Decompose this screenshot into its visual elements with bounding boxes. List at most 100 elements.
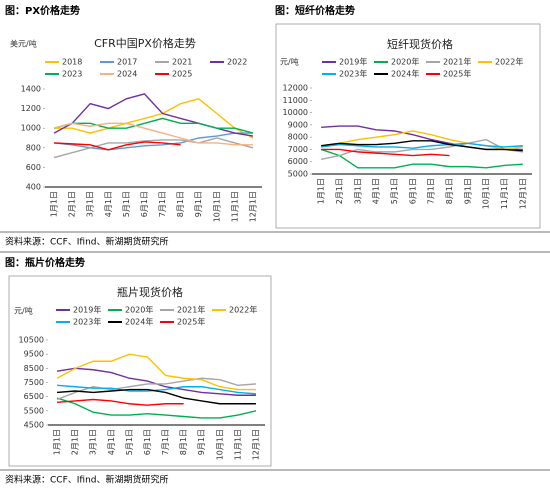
legend-label: 2025 bbox=[172, 70, 192, 79]
axis-label: 元/吨 bbox=[14, 306, 33, 316]
series-line bbox=[53, 132, 253, 151]
y-tick-label: 10000 bbox=[283, 108, 308, 117]
x-tick-label: 2月1日 bbox=[71, 429, 80, 455]
y-tick-label: 5500 bbox=[24, 406, 44, 415]
legend-label: 2022 bbox=[227, 58, 247, 67]
x-tick-label: 11月1日 bbox=[230, 191, 239, 222]
x-tick-label: 4月1日 bbox=[104, 191, 113, 217]
x-tick-label: 11月1日 bbox=[500, 178, 509, 209]
x-tick-label: 10月1日 bbox=[482, 178, 491, 209]
y-tick-label: 10500 bbox=[19, 336, 44, 345]
x-tick-label: 5月1日 bbox=[390, 178, 399, 204]
x-tick-label: 1月1日 bbox=[53, 429, 62, 455]
y-tick-label: 400 bbox=[26, 183, 41, 192]
x-tick-label: 7月1日 bbox=[427, 178, 436, 204]
caption: 图：短纤价格走势 bbox=[275, 4, 355, 17]
legend-label: 2021年 bbox=[443, 57, 471, 67]
x-tick-label: 9月1日 bbox=[463, 178, 472, 204]
x-tick-label: 12月1日 bbox=[518, 178, 527, 209]
panel-frame bbox=[275, 23, 541, 229]
x-tick-label: 8月1日 bbox=[445, 178, 454, 204]
legend-label: 2022年 bbox=[229, 305, 257, 315]
caption: 图：瓶片价格走势 bbox=[5, 256, 85, 269]
x-tick-label: 6月1日 bbox=[143, 429, 152, 455]
chart-title: 短纤现货价格 bbox=[387, 37, 453, 51]
legend-label: 2018 bbox=[62, 58, 82, 67]
legend-label: 2022年 bbox=[495, 57, 523, 67]
legend-label: 2019年 bbox=[73, 305, 101, 315]
legend-label: 2017 bbox=[117, 58, 137, 67]
x-tick-label: 1月1日 bbox=[317, 178, 326, 204]
x-tick-label: 5月1日 bbox=[122, 191, 131, 217]
x-tick-label: 8月1日 bbox=[176, 191, 185, 217]
x-tick-label: 1月1日 bbox=[50, 191, 59, 217]
legend-label: 2023年 bbox=[73, 317, 101, 327]
x-tick-label: 10月1日 bbox=[215, 429, 224, 460]
x-tick-label: 7月1日 bbox=[161, 429, 170, 455]
series-line bbox=[321, 138, 523, 160]
axis-label: 美元/吨 bbox=[10, 39, 37, 49]
series-line bbox=[53, 122, 253, 146]
panel-frame bbox=[8, 275, 272, 467]
y-tick-label: 1000 bbox=[21, 124, 41, 133]
series-line bbox=[56, 388, 256, 405]
series-line bbox=[53, 117, 254, 134]
legend-label: 2024年 bbox=[391, 69, 419, 79]
series-line bbox=[321, 140, 523, 152]
y-tick-label: 600 bbox=[26, 163, 41, 172]
y-tick-label: 8000 bbox=[288, 133, 308, 142]
legend-label: 2024 bbox=[117, 70, 137, 79]
series-line bbox=[53, 137, 254, 159]
series-line bbox=[321, 148, 450, 157]
x-tick-label: 4月1日 bbox=[372, 178, 381, 204]
chart-title: 瓶片现货价格 bbox=[117, 285, 183, 299]
series-line bbox=[56, 353, 256, 391]
legend-label: 2023年 bbox=[339, 69, 367, 79]
x-tick-label: 9月1日 bbox=[197, 429, 206, 455]
x-tick-label: 6月1日 bbox=[140, 191, 149, 217]
series-line bbox=[53, 93, 254, 137]
legend-label: 2020年 bbox=[391, 57, 419, 67]
x-tick-label: 3月1日 bbox=[353, 178, 362, 204]
series-line bbox=[54, 98, 254, 139]
y-tick-label: 11000 bbox=[283, 96, 308, 105]
series-line bbox=[56, 377, 257, 401]
x-tick-label: 9月1日 bbox=[194, 191, 203, 217]
x-tick-label: 12月1日 bbox=[248, 191, 257, 222]
series-line bbox=[321, 142, 523, 149]
x-tick-label: 3月1日 bbox=[86, 191, 95, 217]
y-tick-label: 8500 bbox=[24, 364, 44, 373]
x-tick-label: 10月1日 bbox=[212, 191, 221, 222]
y-tick-label: 1400 bbox=[21, 85, 41, 94]
x-tick-label: 11月1日 bbox=[233, 429, 242, 460]
x-tick-label: 2月1日 bbox=[335, 178, 344, 204]
x-tick-label: 12月1日 bbox=[251, 429, 260, 460]
axis-label: 元/吨 bbox=[280, 57, 299, 67]
legend-label: 2019年 bbox=[339, 57, 367, 67]
x-tick-label: 5月1日 bbox=[125, 429, 134, 455]
series-line bbox=[54, 141, 181, 151]
y-tick-label: 7500 bbox=[24, 378, 44, 387]
legend-label: 2025年 bbox=[443, 69, 471, 79]
y-tick-label: 9000 bbox=[288, 120, 308, 129]
chart-title: CFR中国PX价格走势 bbox=[94, 36, 196, 50]
y-tick-label: 9500 bbox=[24, 350, 44, 359]
x-tick-label: 2月1日 bbox=[68, 191, 77, 217]
y-tick-label: 1200 bbox=[21, 104, 41, 113]
x-tick-label: 4月1日 bbox=[107, 429, 116, 455]
series-line bbox=[56, 397, 257, 419]
legend-label: 2025年 bbox=[177, 317, 205, 327]
legend-label: 2024年 bbox=[125, 317, 153, 327]
y-tick-label: 6500 bbox=[24, 392, 44, 401]
legend-label: 2023 bbox=[62, 70, 82, 79]
x-tick-label: 7月1日 bbox=[158, 191, 167, 217]
series-line bbox=[320, 148, 523, 169]
legend-label: 2021 bbox=[172, 58, 192, 67]
x-tick-label: 6月1日 bbox=[408, 178, 417, 204]
legend-label: 2020年 bbox=[125, 305, 153, 315]
y-tick-label: 6000 bbox=[288, 157, 308, 166]
y-tick-label: 4500 bbox=[24, 421, 44, 430]
x-tick-label: 3月1日 bbox=[89, 429, 98, 455]
